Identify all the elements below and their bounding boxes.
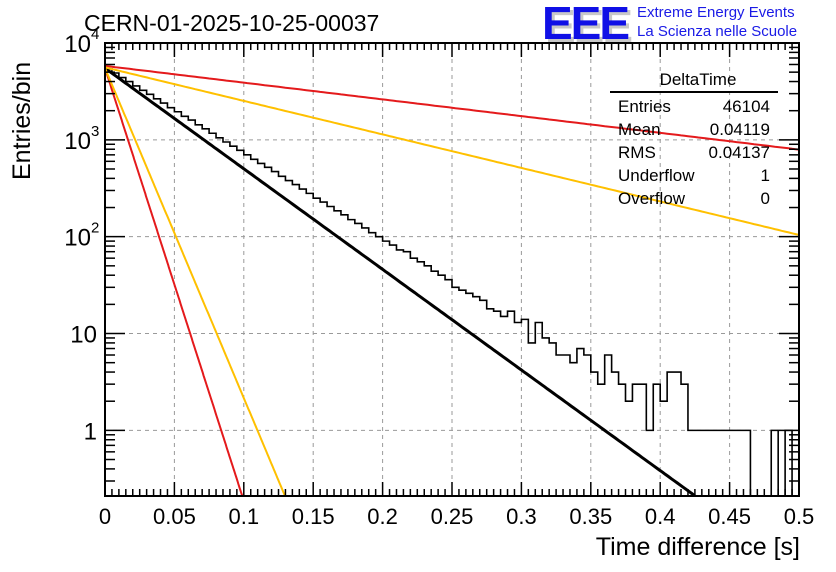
stats-value: 1 [760, 166, 770, 185]
logo-letters: EEE [542, 0, 630, 49]
stats-label: Overflow [618, 189, 686, 208]
logo-line-2: La Scienza nelle Scuole [637, 23, 798, 40]
x-tick-label: 0.05 [153, 504, 196, 529]
x-tick-label: 0.5 [784, 504, 815, 529]
x-axis-label: Time difference [s] [595, 533, 800, 561]
x-tick-label: 0 [99, 504, 111, 529]
stats-divider [610, 91, 778, 93]
y-tick-exponent: 2 [91, 220, 99, 237]
stats-label: Mean [618, 120, 661, 139]
x-tick-label: 0.3 [506, 504, 537, 529]
logo-line-1: Extreme Energy Events [637, 4, 795, 21]
logo-text: Extreme Energy Events La Scienza nelle S… [637, 3, 797, 41]
histogram-bins [105, 68, 799, 497]
stats-row-entries: Entries 46104 [610, 95, 778, 118]
y-tick-label: 10 [64, 31, 91, 58]
stats-row-mean: Mean 0.04119 [610, 118, 778, 141]
stats-value: 0.04137 [708, 143, 770, 162]
y-tick-label: 10 [64, 128, 91, 155]
curve-red-fast [104, 67, 244, 497]
stats-label: Entries [618, 97, 671, 116]
x-tick-label: 0.35 [569, 504, 612, 529]
y-tick-exponent: 3 [91, 123, 99, 140]
curve-yellow-slow [104, 66, 800, 236]
stats-value: 0.04119 [709, 120, 770, 139]
chart-title: CERN-01-2025-10-25-00037 [84, 10, 380, 36]
y-tick-label: 10 [64, 225, 91, 252]
x-tick-label: 0.2 [367, 504, 398, 529]
y-axis-label: Entries/bin [8, 61, 36, 180]
x-tick-label: 0.1 [229, 504, 260, 529]
stats-value: 0 [760, 189, 770, 208]
stats-label: Underflow [618, 166, 695, 185]
y-tick-label: 10 [70, 322, 97, 349]
curve-red-slow [104, 64, 800, 151]
stats-title: DeltaTime [659, 70, 737, 89]
stats-value: 46104 [722, 97, 770, 116]
x-tick-label: 0.45 [708, 504, 751, 529]
stats-row-overflow: Overflow 0 [610, 187, 778, 210]
stats-row-underflow: Underflow 1 [610, 164, 778, 187]
curve-yellow-fast [104, 67, 287, 497]
y-tick-exponent: 4 [91, 26, 99, 43]
stats-label: RMS [618, 143, 656, 162]
x-tick-label: 0.25 [431, 504, 474, 529]
y-tick-label: 1 [84, 418, 97, 445]
stats-row-rms: RMS 0.04137 [610, 141, 778, 164]
curve-fit [104, 66, 696, 497]
x-tick-label: 0.15 [292, 504, 335, 529]
eee-logo: EEE [542, 0, 632, 49]
x-tick-label: 0.4 [645, 504, 676, 529]
stats-box: DeltaTime Entries 46104 Mean 0.04119 RMS 0.… [610, 70, 778, 210]
